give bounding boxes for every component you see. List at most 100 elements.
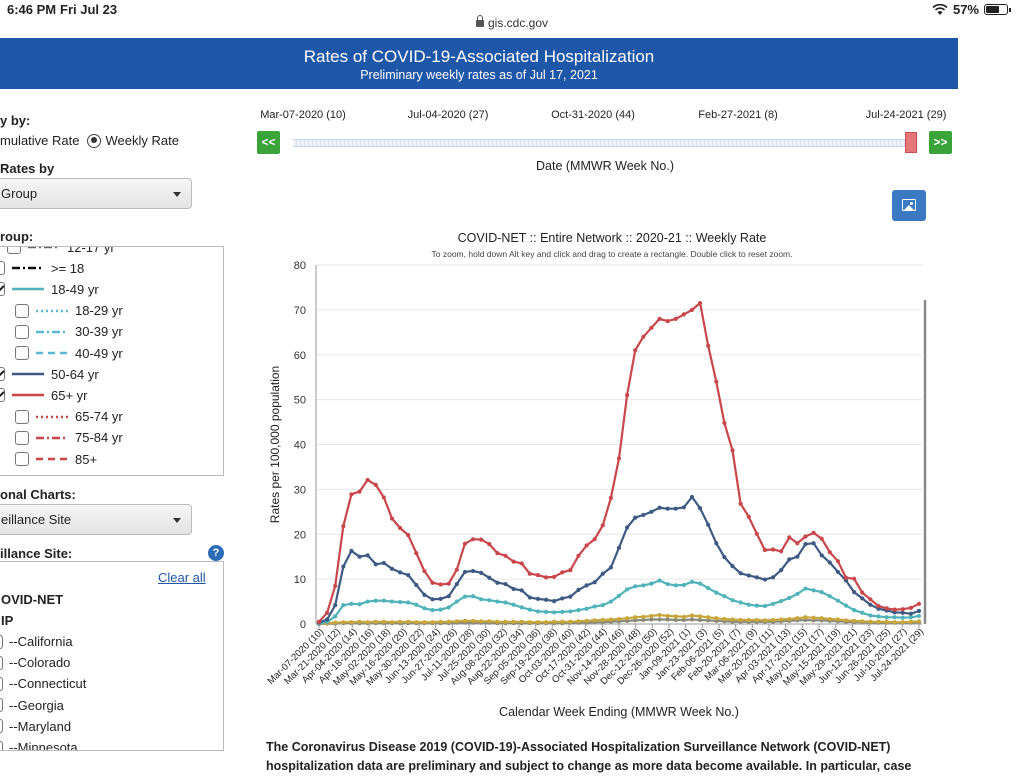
y-tick-label: 20 [294,529,306,541]
age-group-item[interactable]: 75-84 yr [15,428,123,448]
site-item[interactable]: --Colorado [0,655,70,670]
data-point [689,613,695,618]
data-point [341,603,346,608]
site-eip[interactable]: IP [1,613,14,628]
data-point [852,576,857,581]
clear-all-link[interactable]: Clear all [158,570,206,585]
data-point [414,550,419,556]
site-item[interactable]: --California [0,634,73,649]
age-group-list[interactable]: 12-17 yr >= 18 18-49 yr 18-29 yr 30-39 yr 40-… [0,246,224,476]
age-group-checkbox[interactable] [15,303,29,318]
timeline-tick: Oct-31-2020 (44) [551,109,635,121]
data-point [552,574,557,579]
age-group-checkbox[interactable] [15,324,29,339]
radio-cumulative-label[interactable]: mulative Rate [0,133,80,148]
age-group-checkbox[interactable] [15,452,29,466]
data-point [860,610,865,615]
age-group-item[interactable]: 40-49 yr [15,343,123,363]
data-point [560,609,565,614]
age-group-checkbox[interactable] [7,247,21,254]
site-checkbox[interactable] [0,655,3,670]
battery-percent: 57% [952,2,979,17]
timeline-handle[interactable] [905,132,917,153]
data-point [438,582,443,587]
age-group-item[interactable]: 30-39 yr [15,322,123,342]
data-point [779,617,784,622]
rates-by-select[interactable]: Group [0,178,192,209]
age-group-item[interactable]: 18-29 yr [15,301,123,321]
site-checkbox[interactable] [0,676,3,691]
data-point [770,617,776,623]
data-point [811,530,816,536]
age-group-item[interactable]: 65-74 yr [15,407,123,427]
age-group-item[interactable]: 50-64 yr [0,364,99,384]
timeline-track[interactable] [293,139,913,147]
age-group-item[interactable]: 12-17 yr [7,247,115,257]
age-group-item[interactable]: 85+ [15,449,97,469]
download-image-button[interactable] [892,190,926,221]
data-point [511,586,516,592]
site-covid-net[interactable]: OVID-NET [1,592,64,607]
timeline-next-button[interactable]: >> [929,131,952,154]
data-point [860,596,865,601]
data-point [430,607,435,613]
data-point [900,610,905,615]
age-group-checkbox[interactable] [0,261,5,276]
data-point [673,614,678,619]
data-point [649,581,654,586]
image-icon [902,199,916,211]
y-tick-label: 70 [294,305,306,317]
age-group-checkbox[interactable] [0,367,5,382]
data-point [479,619,484,624]
data-point [868,602,873,607]
age-group-checkbox[interactable] [15,346,29,360]
data-point [697,617,703,623]
data-point [373,562,378,567]
data-point [560,596,565,601]
site-checkbox[interactable] [0,698,3,713]
age-group-checkbox[interactable] [0,388,5,403]
site-item[interactable]: --Georgia [0,698,64,713]
data-point [795,554,800,559]
age-group-item[interactable]: 65+ yr [0,385,88,405]
site-checkbox[interactable] [0,740,3,750]
age-group-item[interactable]: 18-49 yr [0,279,99,299]
radio-weekly[interactable] [87,133,102,148]
data-point [803,615,808,620]
data-point [552,610,557,615]
y-axis-label: Rates per 100,000 population [268,366,282,523]
data-point [349,492,354,497]
surveillance-site-list[interactable]: Clear all OVID-NET IP --California --Colo… [0,561,224,751]
age-group-checkbox[interactable] [0,282,5,297]
site-item[interactable]: --Connecticut [0,676,86,691]
timeline-prev-button[interactable]: << [257,131,280,154]
site-checkbox[interactable] [0,719,3,734]
data-point [397,570,403,575]
data-point [584,618,589,623]
data-point [714,379,719,384]
help-icon[interactable]: ? [208,545,224,561]
radio-weekly-label[interactable]: Weekly Rate [105,133,179,148]
age-group-label: 30-39 yr [75,324,123,340]
data-point [706,343,711,348]
legend-swatch [36,457,68,461]
data-point [592,580,597,585]
age-group-label: >= 18 [51,260,85,276]
page-title: Rates of COVID-19-Associated Hospitaliza… [303,47,655,66]
age-group-checkbox[interactable] [15,430,29,445]
data-point [706,615,711,620]
data-point [438,596,443,601]
display-by-label: y by: [0,113,31,128]
site-item[interactable]: --Minnesota [0,740,78,750]
additional-charts-select[interactable]: eillance Site [0,504,192,535]
data-point [868,619,873,624]
site-item[interactable]: --Maryland [0,719,71,734]
site-checkbox[interactable] [0,634,3,649]
data-point [600,603,605,608]
hospitalization-chart[interactable]: COVID-NET :: Entire Network :: 2020-21 :… [255,225,945,725]
address-bar[interactable]: gis.cdc.gov [0,15,1024,36]
age-group-checkbox[interactable] [15,409,29,424]
age-group-item[interactable]: >= 18 [0,258,84,278]
data-point [908,611,913,616]
data-point [454,599,459,604]
